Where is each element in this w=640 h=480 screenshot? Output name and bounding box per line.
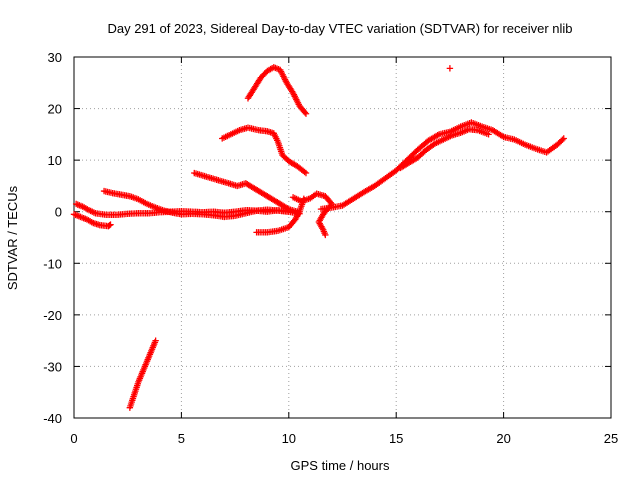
ticks: 0 5 10 15 20 25 -40 -30 -20 -10 0 10 20 30 [43, 50, 618, 446]
y-tick-label: 30 [48, 50, 62, 65]
data-point [301, 168, 308, 176]
data-point [284, 205, 291, 212]
y-tick-label: -40 [43, 411, 62, 426]
y-tick-label: 10 [48, 153, 62, 168]
x-tick-label: 20 [496, 431, 510, 446]
x-tick-label: 15 [389, 431, 403, 446]
x-axis-label: GPS time / hours [291, 458, 390, 473]
series-trace-rise [317, 119, 567, 213]
data-point [446, 65, 454, 72]
data-point [106, 222, 113, 229]
series-trace-outlier [446, 65, 454, 72]
x-tick-label: 5 [178, 431, 185, 446]
data-point [152, 337, 159, 344]
y-tick-label: -30 [43, 359, 62, 374]
y-axis-label: SDTVAR / TECUs [5, 185, 20, 290]
y-tick-label: 20 [48, 102, 62, 117]
data-point [560, 135, 567, 142]
y-tick-label: -20 [43, 308, 62, 323]
data-point [301, 109, 309, 116]
x-tick-label: 0 [70, 431, 77, 446]
series-trace-low [126, 337, 159, 411]
data-point [302, 169, 310, 177]
series-trace-dip [253, 195, 308, 236]
series-trace-rise-b [397, 126, 492, 172]
data-point [302, 110, 310, 117]
data-point [559, 136, 566, 143]
x-tick-label: 10 [282, 431, 296, 446]
data-point [322, 231, 329, 239]
series-trace-hump-high [244, 64, 310, 117]
data-points [70, 64, 567, 411]
data-point [107, 221, 114, 228]
y-tick-label: 0 [55, 205, 62, 220]
x-tick-label: 25 [604, 431, 618, 446]
series-trace-baseline-d [191, 169, 301, 215]
y-tick-label: -10 [43, 256, 62, 271]
chart-title: Day 291 of 2023, Sidereal Day-to-day VTE… [107, 21, 572, 36]
series-trace-baseline-c [100, 187, 292, 221]
series-trace-hump-mid [219, 124, 310, 177]
series-trace-baseline-a [70, 211, 114, 230]
data-point [485, 131, 492, 138]
grid [74, 57, 611, 418]
plot-frame [73, 56, 612, 419]
